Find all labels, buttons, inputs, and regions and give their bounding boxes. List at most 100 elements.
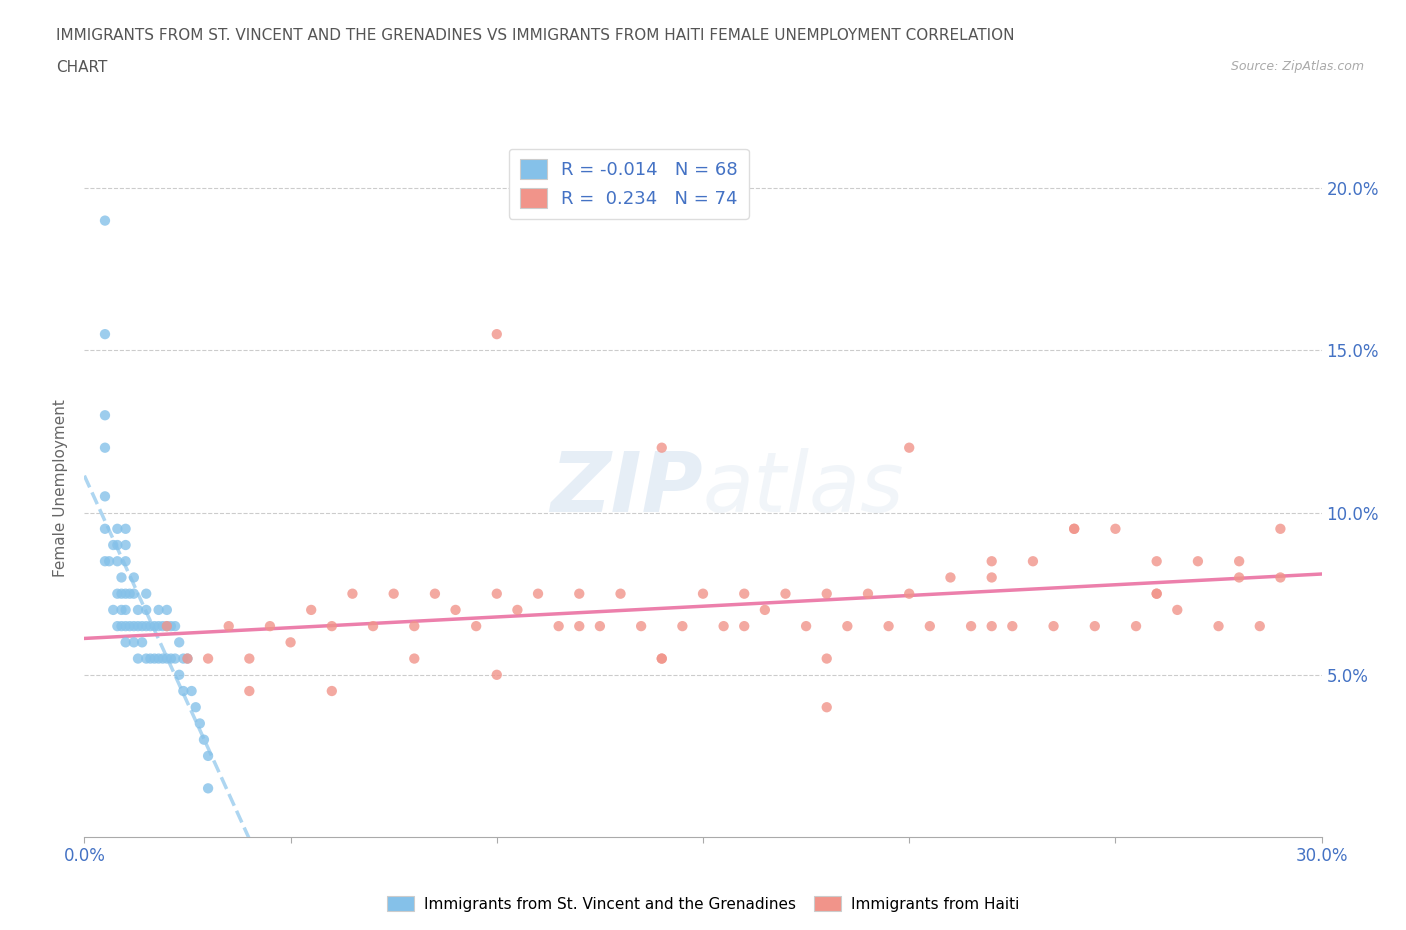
Point [148, 603, 170, 618]
Point [651, 651, 673, 666]
Point [898, 440, 921, 455]
Point [733, 618, 755, 633]
Point [1166, 603, 1188, 618]
Point [110, 603, 132, 618]
Point [143, 651, 166, 666]
Point [167, 668, 190, 683]
Point [103, 538, 125, 552]
Point [589, 618, 612, 633]
Point [172, 651, 194, 666]
Point [94, 522, 117, 537]
Point [404, 651, 426, 666]
Point [197, 651, 219, 666]
Point [94, 213, 117, 228]
Point [139, 618, 162, 633]
Point [259, 618, 281, 633]
Point [139, 651, 162, 666]
Point [465, 618, 488, 633]
Point [1104, 522, 1126, 537]
Point [1146, 586, 1168, 601]
Point [131, 635, 153, 650]
Point [382, 586, 405, 601]
Text: atlas: atlas [703, 447, 904, 529]
Point [114, 635, 136, 650]
Point [156, 618, 179, 633]
Point [630, 618, 652, 633]
Text: IMMIGRANTS FROM ST. VINCENT AND THE GRENADINES VS IMMIGRANTS FROM HAITI FEMALE U: IMMIGRANTS FROM ST. VINCENT AND THE GREN… [56, 28, 1015, 43]
Point [127, 603, 149, 618]
Point [94, 440, 117, 455]
Point [184, 699, 207, 714]
Point [299, 603, 322, 618]
Point [105, 538, 128, 552]
Point [815, 586, 838, 601]
Text: ZIP: ZIP [550, 447, 703, 529]
Point [135, 603, 157, 618]
Point [506, 603, 529, 618]
Point [176, 651, 198, 666]
Point [160, 618, 183, 633]
Point [135, 618, 157, 633]
Point [1063, 522, 1085, 537]
Point [114, 522, 136, 537]
Legend: Immigrants from St. Vincent and the Grenadines, Immigrants from Haiti: Immigrants from St. Vincent and the Gren… [381, 889, 1025, 918]
Point [94, 553, 117, 568]
Point [218, 618, 240, 633]
Point [1146, 553, 1168, 568]
Point [114, 553, 136, 568]
Point [180, 684, 202, 698]
Point [485, 586, 508, 601]
Point [692, 586, 714, 601]
Point [342, 586, 364, 601]
Point [94, 408, 117, 423]
Point [197, 781, 219, 796]
Point [127, 618, 149, 633]
Point [135, 651, 157, 666]
Point [156, 651, 179, 666]
Point [103, 603, 125, 618]
Point [918, 618, 941, 633]
Point [404, 618, 426, 633]
Point [165, 651, 187, 666]
Point [1022, 553, 1045, 568]
Point [671, 618, 693, 633]
Point [105, 553, 128, 568]
Point [1084, 618, 1107, 633]
Point [321, 618, 343, 633]
Point [1227, 570, 1250, 585]
Point [713, 618, 735, 633]
Point [1270, 522, 1292, 537]
Point [131, 618, 153, 633]
Point [148, 618, 170, 633]
Point [122, 586, 145, 601]
Point [775, 586, 797, 601]
Point [127, 651, 149, 666]
Point [485, 668, 508, 683]
Point [1001, 618, 1024, 633]
Point [114, 603, 136, 618]
Point [1249, 618, 1271, 633]
Point [837, 618, 859, 633]
Point [94, 326, 117, 341]
Point [176, 651, 198, 666]
Point [148, 651, 170, 666]
Point [105, 618, 128, 633]
Point [877, 618, 900, 633]
Point [1125, 618, 1147, 633]
Point [238, 651, 260, 666]
Point [651, 440, 673, 455]
Point [939, 570, 962, 585]
Point [485, 326, 508, 341]
Point [167, 635, 190, 650]
Point [118, 586, 141, 601]
Point [110, 570, 132, 585]
Point [1208, 618, 1230, 633]
Point [1146, 586, 1168, 601]
Point [980, 618, 1002, 633]
Point [122, 635, 145, 650]
Point [980, 570, 1002, 585]
Point [1063, 522, 1085, 537]
Point [651, 651, 673, 666]
Point [815, 699, 838, 714]
Point [156, 603, 179, 618]
